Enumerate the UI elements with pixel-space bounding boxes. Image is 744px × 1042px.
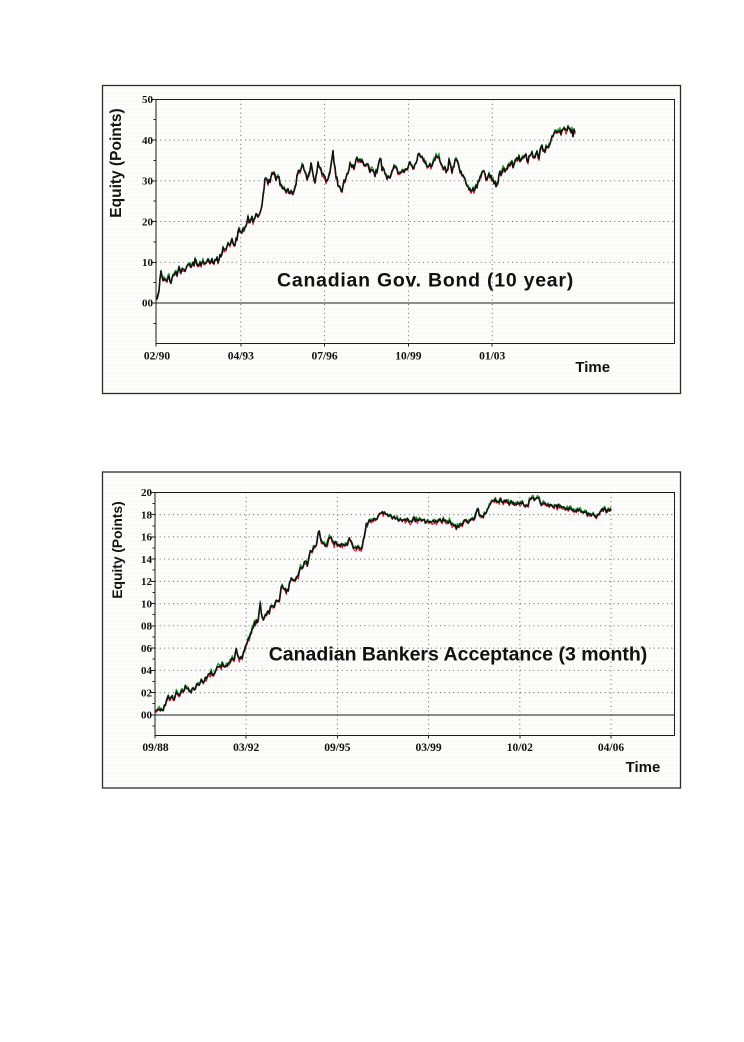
svg-text:Time: Time (575, 359, 610, 376)
svg-text:03/92: 03/92 (233, 742, 259, 754)
svg-text:00: 00 (141, 710, 153, 722)
svg-text:16: 16 (141, 532, 153, 544)
svg-text:20: 20 (141, 487, 153, 499)
svg-text:04/93: 04/93 (228, 351, 254, 363)
svg-text:02/90: 02/90 (144, 351, 170, 363)
svg-text:04/06: 04/06 (598, 742, 624, 754)
svg-text:10/99: 10/99 (395, 351, 421, 363)
svg-text:10: 10 (142, 257, 154, 269)
svg-text:12: 12 (141, 576, 153, 588)
svg-text:Canadian Gov. Bond (10 year): Canadian Gov. Bond (10 year) (277, 270, 574, 292)
svg-text:01/03: 01/03 (479, 351, 505, 363)
svg-text:07/96: 07/96 (311, 351, 337, 363)
svg-text:02: 02 (141, 687, 153, 699)
svg-text:30: 30 (142, 176, 154, 188)
svg-text:03/99: 03/99 (415, 742, 441, 754)
svg-text:10: 10 (141, 598, 153, 610)
svg-text:Equity (Points): Equity (Points) (110, 501, 125, 598)
svg-text:09/88: 09/88 (142, 742, 168, 754)
svg-text:50: 50 (142, 94, 154, 106)
svg-text:09/95: 09/95 (324, 742, 350, 754)
svg-text:08: 08 (141, 621, 153, 633)
svg-text:18: 18 (141, 509, 153, 521)
svg-text:10/02: 10/02 (507, 742, 533, 754)
svg-text:Canadian Bankers Acceptance (3: Canadian Bankers Acceptance (3 month) (269, 644, 648, 666)
svg-text:20: 20 (142, 216, 154, 228)
svg-text:14: 14 (141, 554, 153, 566)
svg-text:Equity (Points): Equity (Points) (108, 108, 125, 217)
svg-text:00: 00 (142, 298, 154, 310)
svg-text:40: 40 (142, 135, 154, 147)
svg-text:04: 04 (141, 665, 153, 677)
svg-text:Time: Time (626, 759, 661, 776)
svg-text:06: 06 (141, 643, 153, 655)
